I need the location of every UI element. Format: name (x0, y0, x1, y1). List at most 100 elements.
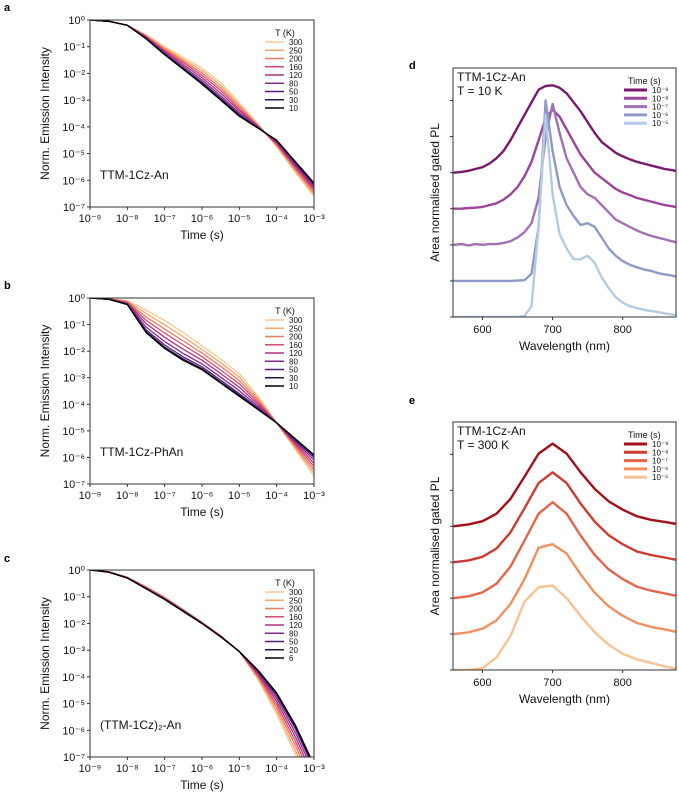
x-axis-label: Wavelength (nm) (519, 339, 610, 353)
legend-label: 10⁻⁶ (652, 465, 668, 474)
legend-label: 20 (289, 646, 298, 655)
y-tick-label: 10⁻⁷ (63, 752, 85, 764)
panel-label: c (4, 553, 10, 565)
legend-label: 50 (289, 366, 298, 375)
series-line-120 (90, 20, 314, 189)
legend-label: 160 (289, 63, 303, 72)
y-tick-label: 10⁻⁴ (62, 399, 85, 411)
y-tick-label: 10⁻⁵ (62, 426, 85, 438)
x-axis-label: Time (s) (180, 228, 224, 242)
series-line-10⁻⁵ (453, 584, 676, 670)
panel-e: e 600 700 800 Wavelength (nm) Area normalised… (409, 395, 677, 706)
legend-title: Time (s) (628, 430, 661, 440)
series-line-10⁻⁷ (453, 501, 676, 600)
x-tick-label: 800 (614, 324, 632, 336)
x-tick-label: 10⁻⁹ (79, 490, 102, 502)
panel-c: c 10⁻⁹ 10⁻⁸ 10⁻⁷ 10⁻⁶ 10⁻⁵ 10⁻⁴ 10⁻³ 10⁰ 10⁻¹ 10⁻²… (4, 553, 325, 792)
y-axis-label: Norm. Emission Intensity (38, 325, 52, 458)
x-tick-label: 10⁻⁴ (265, 763, 288, 775)
y-tick-label: 10⁻⁴ (62, 122, 85, 134)
y-tick-label: 10⁻³ (63, 373, 85, 385)
x-tick-label: 600 (473, 324, 491, 336)
y-axis-label: Norm. Emission Intensity (38, 47, 52, 180)
axes-frame (452, 67, 677, 318)
y-tick-label: 10⁻² (63, 618, 85, 630)
legend-label: 10⁻⁵ (652, 119, 668, 128)
y-axis-label: Area normalised gated PL (428, 476, 442, 615)
series-group (453, 84, 676, 317)
legend-label: 10⁻⁹ (652, 86, 669, 95)
x-tick-label: 700 (543, 324, 561, 336)
legend-label: 30 (289, 96, 298, 105)
x-tick-label: 10⁻⁹ (79, 763, 102, 775)
series-line-30 (90, 20, 314, 185)
x-tick-label: 700 (543, 677, 561, 689)
y-tick-label: 10⁻⁵ (62, 699, 85, 711)
legend-label: 120 (289, 349, 303, 358)
series-group (90, 570, 311, 757)
series-line-160 (90, 298, 314, 468)
y-tick-label: 10⁰ (68, 293, 85, 305)
temperature-label: T = 300 K (457, 438, 509, 452)
legend-label: 10 (289, 382, 298, 391)
legend-label: 10⁻⁷ (652, 103, 668, 112)
series-line-10⁻⁶ (453, 543, 676, 636)
legend-title: T (K) (275, 578, 295, 588)
y-tick-label: 10⁻³ (63, 95, 85, 107)
x-axis-label: Time (s) (180, 778, 224, 792)
x-tick-label: 10⁻⁴ (265, 490, 288, 502)
y-axis-label: Norm. Emission Intensity (38, 597, 52, 730)
y-tick-label: 10⁰ (68, 15, 85, 27)
sample-name-label: TTM-1Cz-An (457, 70, 526, 84)
series-group (90, 298, 314, 477)
series-group (90, 20, 314, 197)
legend-label: 80 (289, 357, 298, 366)
legend-label: 80 (289, 79, 298, 88)
legend-title: Time (s) (628, 76, 661, 86)
legend-label: 200 (289, 55, 303, 64)
series-line-160 (90, 20, 314, 192)
legend-label: 10⁻⁵ (652, 473, 668, 482)
legend-label: 250 (289, 324, 303, 333)
series-line-10⁻⁸ (453, 471, 676, 564)
legend-label: 200 (289, 605, 303, 614)
legend-title: T (K) (275, 28, 295, 38)
series-line-200 (90, 298, 314, 471)
y-tick-label: 10⁰ (68, 565, 85, 577)
sample-name-label: (TTM-1Cz)₂-An (100, 718, 181, 732)
series-line-6 (90, 570, 311, 757)
y-tick-label: 10⁻⁶ (62, 725, 85, 737)
series-line-50 (90, 20, 314, 186)
x-tick-label: 10⁻⁴ (265, 213, 288, 225)
y-tick-label: 10⁻⁶ (62, 175, 85, 187)
x-tick-label: 10⁻⁸ (116, 763, 139, 775)
series-line-80 (90, 20, 314, 188)
y-tick-label: 10⁻⁵ (62, 149, 85, 161)
series-line-200 (90, 570, 302, 757)
legend-label: 300 (289, 588, 303, 597)
series-line-10⁻⁹ (453, 442, 676, 528)
legend-label: 250 (289, 596, 303, 605)
legend-label: 50 (289, 88, 298, 97)
x-tick-label: 10⁻⁵ (228, 490, 251, 502)
temperature-label: T = 10 K (457, 84, 502, 98)
y-tick-label: 10⁻¹ (63, 320, 85, 332)
series-line-10⁻⁶ (453, 99, 676, 283)
y-axis-label: Area normalised gated PL (428, 123, 442, 262)
legend-label: 80 (289, 629, 298, 638)
x-tick-label: 10⁻⁷ (154, 490, 176, 502)
x-tick-label: 10⁻⁹ (79, 213, 102, 225)
series-line-200 (90, 20, 314, 193)
x-tick-label: 10⁻⁷ (154, 763, 176, 775)
series-line-10⁻⁵ (453, 113, 676, 317)
legend-label: 30 (289, 374, 298, 383)
y-tick-label: 10⁻² (63, 346, 85, 358)
y-tick-label: 10⁻⁴ (62, 672, 85, 684)
legend-label: 300 (289, 38, 303, 47)
x-tick-label: 10⁻⁵ (228, 213, 251, 225)
legend-label: 50 (289, 638, 298, 647)
x-tick-label: 800 (614, 677, 632, 689)
x-axis-label: Wavelength (nm) (519, 692, 610, 706)
x-tick-label: 10⁻³ (303, 213, 325, 225)
